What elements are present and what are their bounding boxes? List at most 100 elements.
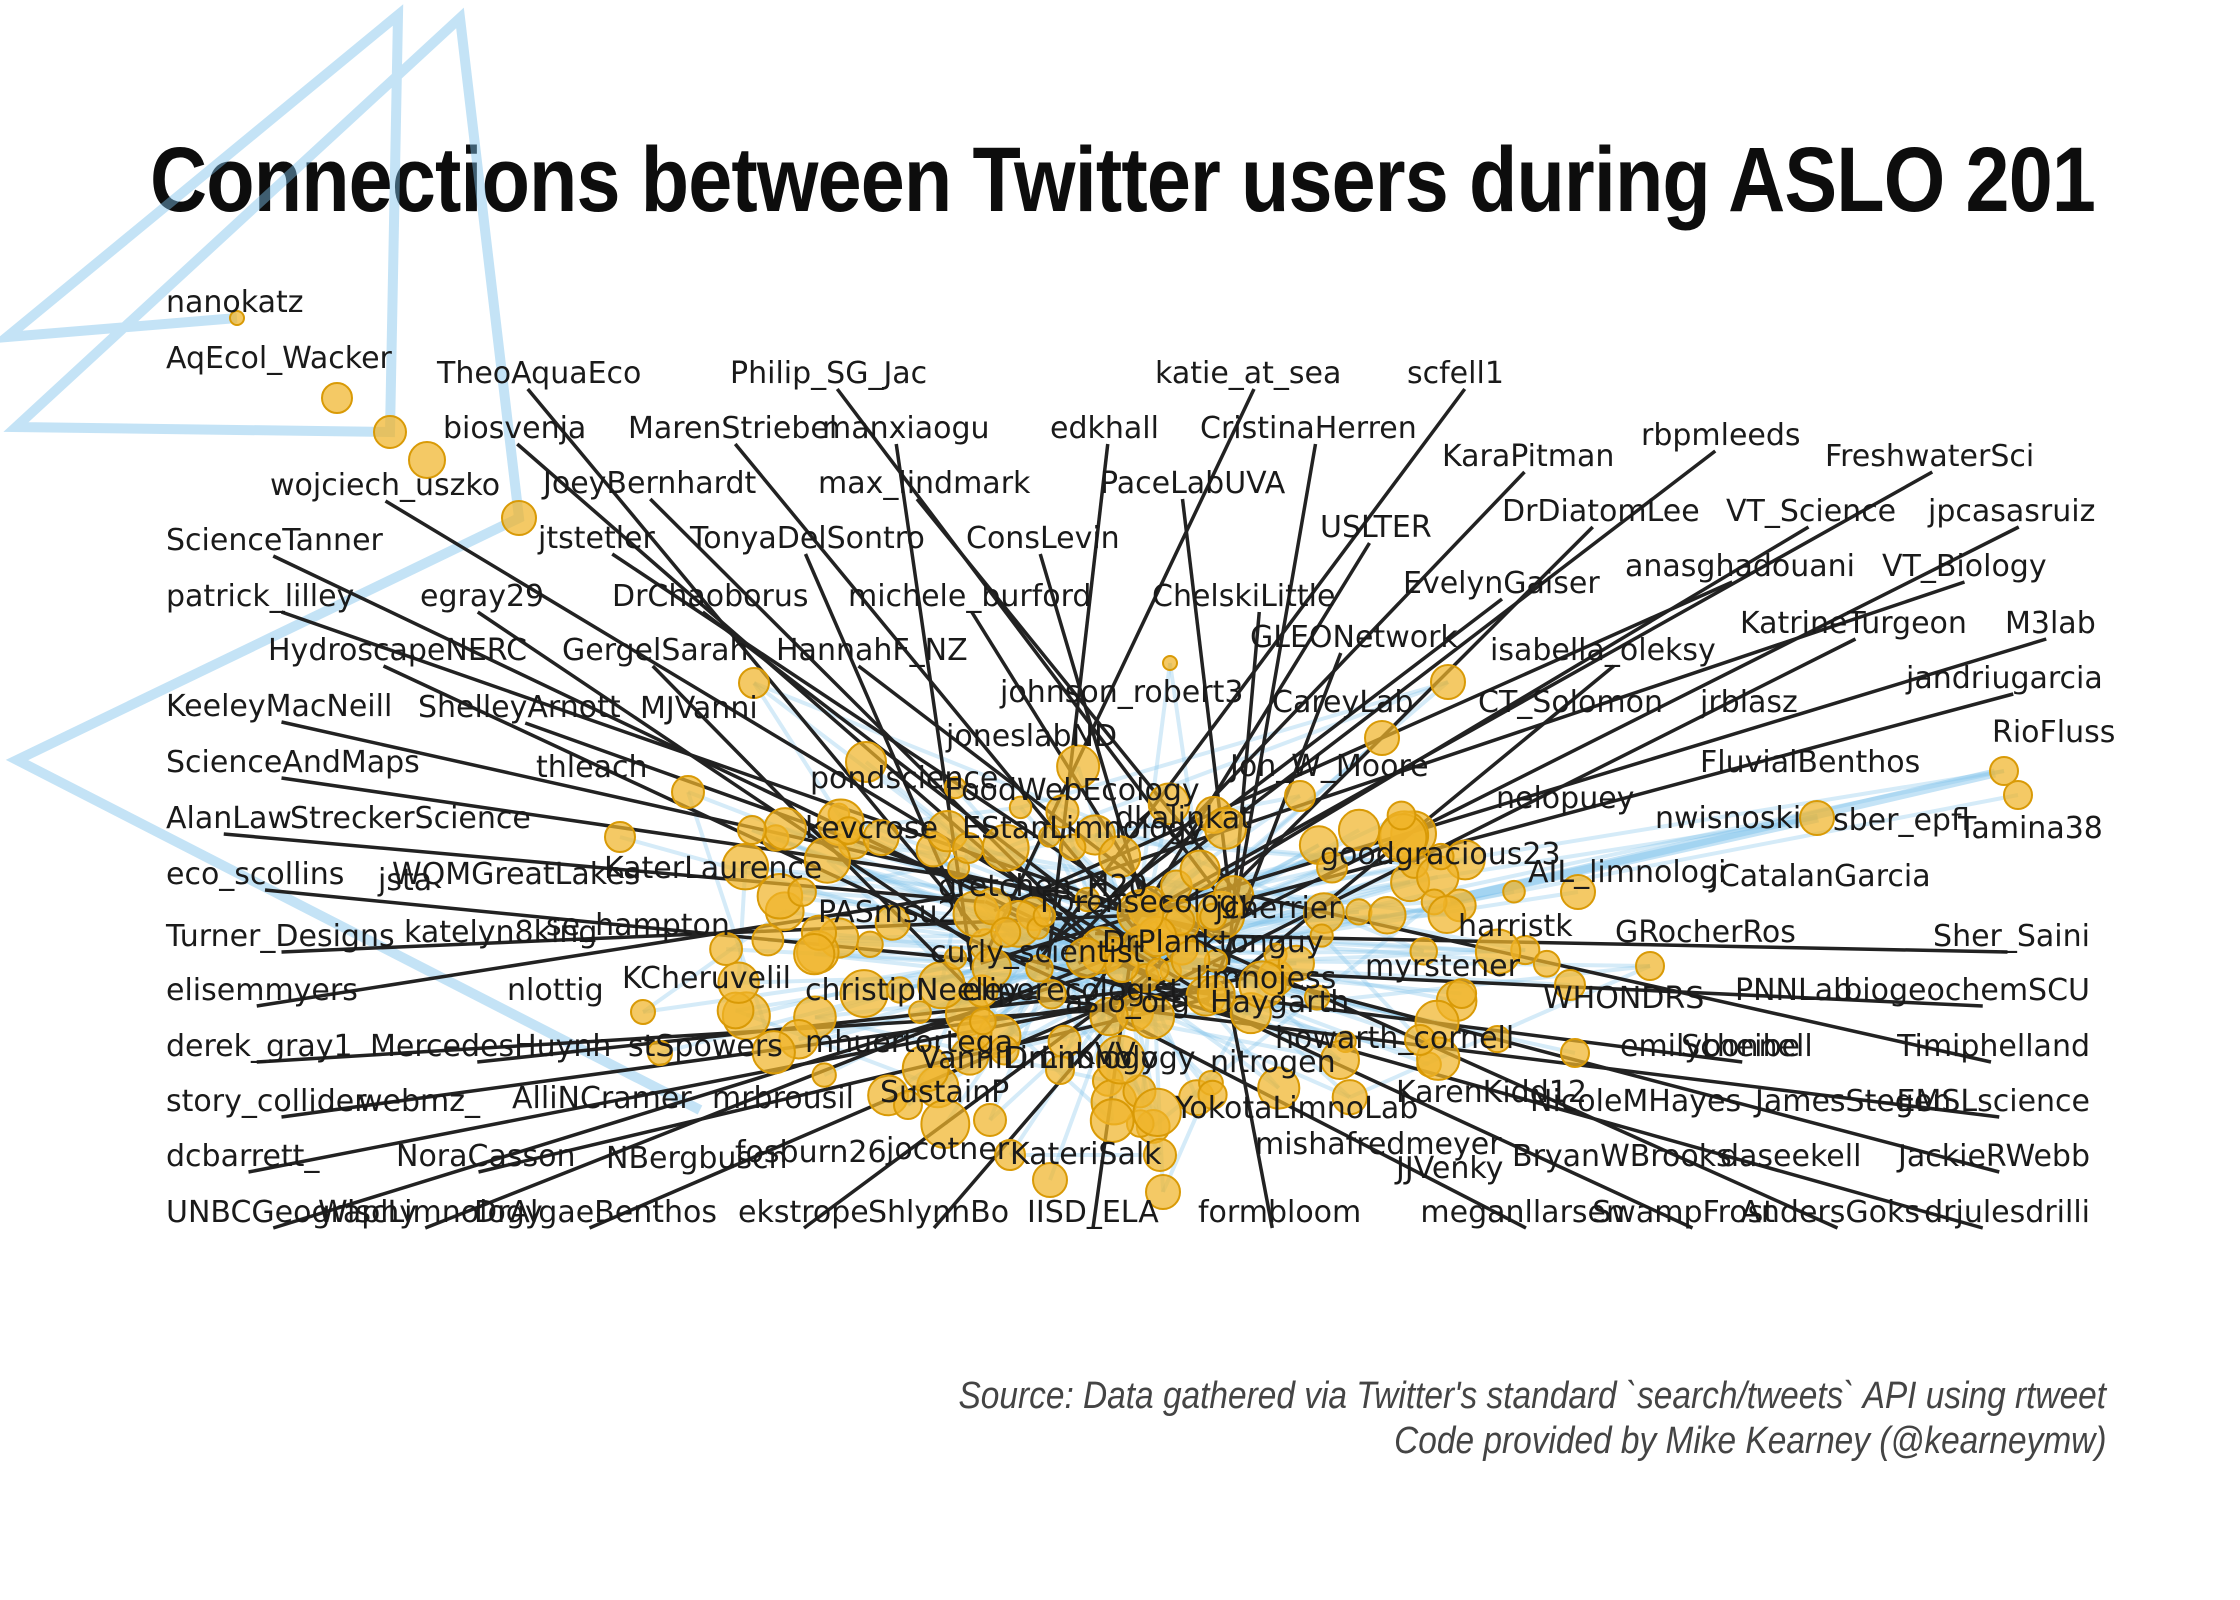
user-node bbox=[1799, 800, 1835, 836]
user-node bbox=[1025, 954, 1054, 983]
user-label-haygarth: Haygarth bbox=[1210, 985, 1349, 1020]
user-node bbox=[1427, 842, 1455, 871]
user-node bbox=[1238, 960, 1287, 1009]
user-node bbox=[1430, 664, 1466, 700]
user-label-freshwatersci: FreshwaterSci bbox=[1825, 439, 2034, 474]
user-node bbox=[1331, 1079, 1368, 1116]
user-label-emslscience: EMSLscience bbox=[1897, 1084, 2090, 1119]
leader-line bbox=[476, 610, 973, 945]
user-label-jjvenky: JJVenky bbox=[1394, 1151, 1503, 1186]
user-label-anasghadouani: anasghadouani bbox=[1625, 549, 1855, 584]
user-label-jcherrier: jcherrier bbox=[1214, 891, 1341, 926]
user-node bbox=[1095, 1034, 1146, 1085]
leader-line bbox=[1095, 931, 2008, 954]
leader-line bbox=[894, 443, 974, 971]
user-node bbox=[1089, 996, 1129, 1037]
user-label-swampfrost: SwampFrost bbox=[1592, 1195, 1775, 1230]
user-label-tamina38: Tamina38 bbox=[1957, 811, 2103, 846]
user-node bbox=[1032, 1162, 1068, 1198]
user-label-nbergbuscn: NBergbuscn bbox=[606, 1141, 788, 1176]
user-node bbox=[943, 776, 967, 800]
user-label-jpcasasruiz: jpcasasruiz bbox=[1927, 494, 2095, 529]
user-node bbox=[373, 415, 407, 449]
user-label-andersgoks: AndersGoks bbox=[1740, 1195, 1920, 1230]
user-label-pacelabuva: PaceLabUVA bbox=[1100, 466, 1286, 501]
user-label-max-lindmark: max_lindmark bbox=[818, 466, 1031, 501]
user-label-eliperecologist: eliperecologist bbox=[962, 973, 1181, 1008]
user-node bbox=[1364, 720, 1400, 756]
user-node bbox=[647, 1040, 673, 1066]
edge-chain bbox=[0, 4, 703, 1115]
user-label-timiphelland: Timiphelland bbox=[1896, 1029, 2090, 1064]
user-label-gergelsarah: GergelSarah bbox=[562, 633, 749, 668]
user-label-vannilimnology: VanniLimnology bbox=[920, 1041, 1158, 1076]
user-node bbox=[1036, 979, 1067, 1010]
user-node bbox=[989, 1035, 1020, 1066]
user-node bbox=[1204, 806, 1248, 850]
user-node bbox=[501, 500, 537, 536]
user-label-marenstriebel: MarenStriebel bbox=[628, 411, 837, 446]
user-label-hannahf-nz: HannahF_NZ bbox=[776, 633, 968, 668]
user-label-scheibe: Scheibe bbox=[1681, 1029, 1800, 1064]
user-node bbox=[1008, 795, 1033, 820]
user-node bbox=[1309, 923, 1334, 948]
user-node bbox=[803, 836, 851, 884]
user-label-turner-designs: Turner_Designs bbox=[165, 919, 395, 954]
user-label-nwisnoski: nwisnoski bbox=[1655, 801, 1801, 836]
user-node bbox=[1147, 782, 1191, 826]
user-node bbox=[738, 667, 770, 699]
user-node bbox=[1098, 835, 1142, 879]
user-label-philip-sg-jac: Philip_SG_Jac bbox=[730, 356, 927, 391]
user-node bbox=[969, 1007, 997, 1036]
user-label-stspowers: stSpowers bbox=[628, 1029, 783, 1064]
user-label-mjvanni: MJVanni bbox=[640, 691, 758, 726]
edge bbox=[1448, 768, 1997, 905]
user-node bbox=[886, 976, 914, 1004]
user-label-goodgracious23: goodgracious23 bbox=[1320, 837, 1561, 872]
user-label-ekstrope: ekstrope bbox=[738, 1195, 869, 1230]
leader-line bbox=[1134, 470, 1934, 921]
user-label-biosvenja: biosvenja bbox=[443, 411, 586, 446]
leader-line bbox=[1236, 443, 1318, 893]
user-node bbox=[751, 923, 785, 957]
user-node bbox=[971, 947, 1013, 989]
user-label-yokotalimnolab: YokotaLimnoLab bbox=[1174, 1091, 1418, 1126]
user-node bbox=[862, 819, 900, 857]
user-label-careylab: CareyLab bbox=[1272, 685, 1413, 720]
user-label-nlottig: nlottig bbox=[507, 973, 604, 1008]
user-node bbox=[1212, 875, 1255, 917]
edge bbox=[853, 842, 1448, 917]
user-node bbox=[1337, 808, 1381, 852]
user-label-limnojess: limnojess bbox=[1195, 961, 1336, 996]
user-node bbox=[1502, 879, 1526, 904]
user-label-johnson-robert3: johnson_robert3 bbox=[999, 675, 1243, 710]
user-label-grocherros: GRocherRos bbox=[1615, 915, 1796, 950]
user-label-unbcgeography: UNBCGeography bbox=[166, 1195, 417, 1230]
user-node bbox=[1132, 1087, 1182, 1137]
user-label-mishafredmeyer: mishafredmeyer bbox=[1255, 1127, 1502, 1162]
user-label-isabella-oleksy: isabella_oleksy bbox=[1490, 633, 1716, 668]
user-node bbox=[874, 904, 911, 941]
user-label-jrblasz: jrblasz bbox=[1699, 685, 1798, 720]
user-label-drchaoborus: DrChaoborus bbox=[612, 579, 809, 614]
user-node bbox=[1045, 1055, 1075, 1085]
user-label-joneslabnd: joneslabND bbox=[945, 719, 1117, 754]
user-label-uslter: USLTER bbox=[1320, 510, 1432, 545]
leader-line bbox=[1192, 967, 1983, 1008]
user-label-emilybonnell: emilybonnell bbox=[1620, 1029, 1813, 1064]
user-node bbox=[1386, 800, 1417, 831]
user-label-jsta: jsta bbox=[377, 863, 432, 898]
user-label-allincramer: AlliNCramer bbox=[512, 1081, 692, 1116]
leader-line bbox=[1086, 1000, 1527, 1230]
user-node bbox=[943, 946, 968, 970]
user-label-mhuertortega: mhuertortega bbox=[805, 1025, 1013, 1060]
user-label-drdiatomlee: DrDiatomLee bbox=[1502, 494, 1700, 529]
user-label-sustainp: SustainP bbox=[880, 1075, 1009, 1110]
user-label-theoaquaeco: TheoAquaEco bbox=[436, 356, 641, 391]
user-label-karenkidd12: KarenKidd12 bbox=[1396, 1075, 1587, 1110]
leader-line bbox=[424, 928, 1182, 1230]
user-node bbox=[1446, 978, 1478, 1009]
user-node bbox=[1170, 940, 1211, 980]
